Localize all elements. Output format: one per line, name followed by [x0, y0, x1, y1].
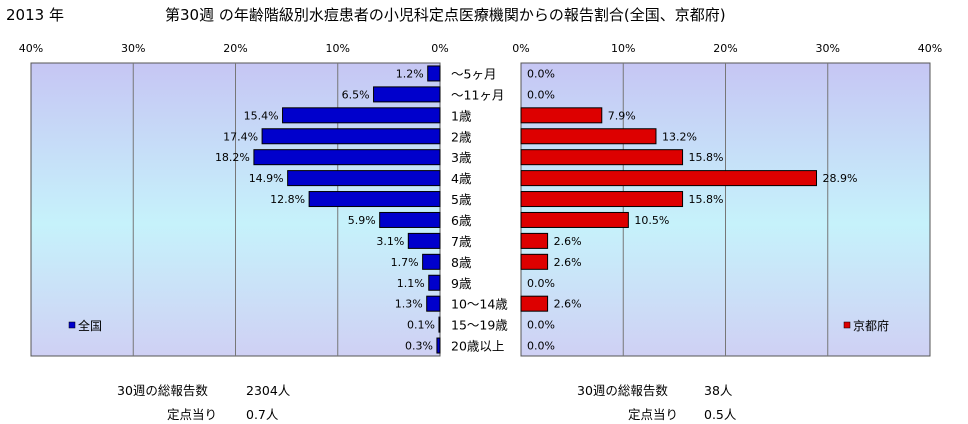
kyoto-bar	[520, 170, 818, 187]
chart-title: 第30週 の年齢階級別水痘患者の小児科定点医療機関からの報告割合(全国、京都府)	[165, 6, 726, 24]
left-tick-label: 0%	[431, 42, 448, 55]
age-category-label: 5歳	[451, 192, 472, 207]
national-value-label: 1.7%	[391, 256, 419, 269]
national-value-label: 17.4%	[223, 130, 258, 143]
kyoto-bar	[520, 211, 629, 228]
age-category-label: 10～14歳	[451, 297, 508, 312]
national-value-label: 5.9%	[348, 214, 376, 227]
national-bar	[308, 191, 441, 208]
kyoto-value-label: 15.8%	[689, 151, 724, 164]
kyoto-value-label: 13.2%	[662, 130, 697, 143]
kyoto-total-value: 38人	[704, 383, 733, 398]
kyoto-value-label: 2.6%	[554, 298, 582, 311]
age-category-label: 4歳	[451, 171, 472, 186]
national-bar	[407, 232, 441, 249]
national-bar	[426, 295, 441, 312]
national-legend-swatch	[68, 321, 76, 329]
national-bar	[253, 149, 441, 166]
national-value-label: 14.9%	[249, 172, 284, 185]
national-bar	[436, 337, 441, 354]
national-value-label: 0.1%	[407, 319, 435, 332]
kyoto-value-label: 2.6%	[554, 235, 582, 248]
right-tick-label: 20%	[713, 42, 737, 55]
kyoto-legend-swatch	[843, 321, 851, 329]
age-category-label: 7歳	[451, 234, 472, 249]
left-tick-label: 30%	[121, 42, 145, 55]
left-tick-label: 10%	[326, 42, 350, 55]
national-bar	[261, 128, 441, 145]
national-value-label: 1.2%	[396, 67, 424, 80]
kyoto-value-label: 0.0%	[527, 340, 555, 353]
national-value-label: 18.2%	[215, 151, 250, 164]
kyoto-bar	[520, 253, 549, 270]
kyoto-value-label: 0.0%	[527, 67, 555, 80]
age-category-label: 1歳	[451, 108, 472, 123]
kyoto-legend-label: 京都府	[853, 318, 889, 333]
national-bar	[427, 65, 441, 82]
right-tick-label: 40%	[918, 42, 942, 55]
national-per-label: 定点当り	[167, 407, 218, 422]
national-value-label: 0.3%	[405, 340, 433, 353]
national-bar	[438, 316, 441, 333]
kyoto-bar	[520, 295, 549, 312]
kyoto-value-label: 10.5%	[634, 214, 669, 227]
age-category-label: 20歳以上	[451, 339, 504, 354]
national-bar	[422, 253, 441, 270]
kyoto-value-label: 15.8%	[689, 193, 724, 206]
national-value-label: 3.1%	[376, 235, 404, 248]
right-tick-label: 0%	[512, 42, 529, 55]
age-category-label: 3歳	[451, 150, 472, 165]
kyoto-per-value: 0.5人	[704, 407, 737, 422]
kyoto-value-label: 0.0%	[527, 277, 555, 290]
national-total-value: 2304人	[246, 383, 291, 398]
kyoto-value-label: 7.9%	[608, 109, 636, 122]
kyoto-bar	[520, 149, 684, 166]
kyoto-value-label: 0.0%	[527, 319, 555, 332]
left-tick-label: 40%	[19, 42, 43, 55]
national-bar	[428, 274, 441, 291]
age-category-label: 9歳	[451, 276, 472, 291]
kyoto-value-label: 0.0%	[527, 88, 555, 101]
national-value-label: 15.4%	[244, 109, 279, 122]
right-tick-label: 30%	[816, 42, 840, 55]
national-bar	[373, 86, 441, 103]
national-total-label: 30週の総報告数	[117, 383, 208, 398]
national-value-label: 6.5%	[342, 88, 370, 101]
age-category-label: 15～19歳	[451, 318, 508, 333]
national-value-label: 1.1%	[397, 277, 425, 290]
age-category-label: ～11ヶ月	[451, 87, 504, 102]
kyoto-bar	[520, 191, 684, 208]
age-category-label: 8歳	[451, 255, 472, 270]
kyoto-bar	[520, 107, 603, 124]
national-bar	[287, 170, 441, 187]
national-value-label: 12.8%	[270, 193, 305, 206]
age-category-label: 6歳	[451, 213, 472, 228]
national-bar	[282, 107, 441, 124]
age-category-label: 2歳	[451, 129, 472, 144]
kyoto-total-label: 30週の総報告数	[577, 383, 668, 398]
left-tick-label: 20%	[223, 42, 247, 55]
age-category-label: ～5ヶ月	[451, 66, 496, 81]
national-legend-label: 全国	[78, 318, 102, 333]
kyoto-value-label: 28.9%	[823, 172, 858, 185]
national-bar	[379, 211, 441, 228]
national-per-value: 0.7人	[246, 407, 279, 422]
kyoto-bar	[520, 232, 549, 249]
kyoto-per-label: 定点当り	[628, 407, 679, 422]
kyoto-value-label: 2.6%	[554, 256, 582, 269]
kyoto-bar	[520, 128, 657, 145]
year-label: 2013 年	[6, 6, 64, 24]
national-value-label: 1.3%	[395, 298, 423, 311]
right-tick-label: 10%	[611, 42, 635, 55]
